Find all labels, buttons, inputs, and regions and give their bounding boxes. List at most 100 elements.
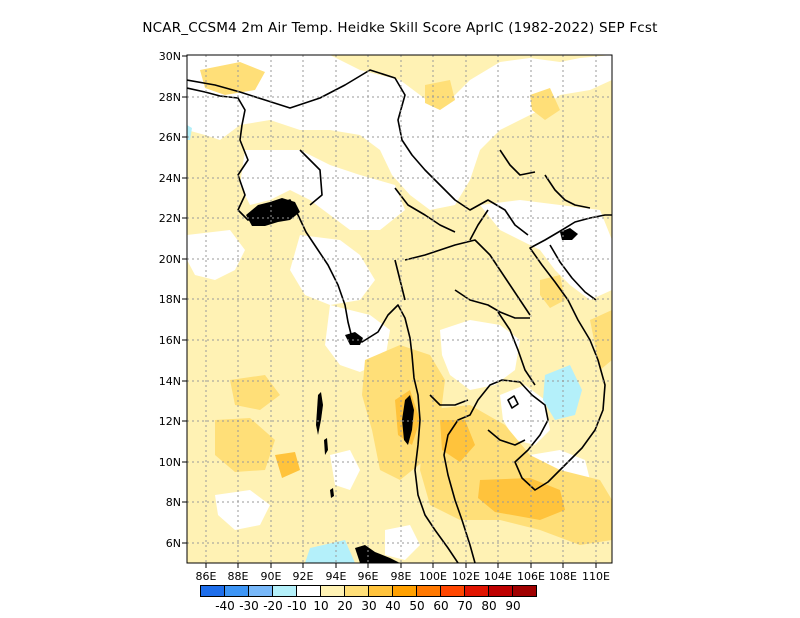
shade-neg10-south (305, 540, 355, 563)
colorbar-label: -20 (263, 599, 283, 613)
shade-30-40-sw (275, 452, 300, 478)
border-interior-9 (429, 394, 469, 406)
lon-label: 104E (484, 570, 512, 583)
lat-label: 14N (159, 375, 181, 388)
delta-regions (246, 198, 578, 563)
lon-label: 102E (452, 570, 480, 583)
lat-label: 24N (159, 172, 181, 185)
border-interior-1 (299, 149, 323, 206)
border-interior-12 (499, 149, 536, 176)
andaman-island-1 (316, 392, 323, 435)
coast-west (187, 87, 459, 563)
border-interior-11 (544, 174, 591, 209)
lon-label: 110E (582, 570, 610, 583)
colorbar-label: 40 (385, 599, 401, 613)
lon-label: 88E (228, 570, 249, 583)
colorbar-swatch (464, 585, 489, 597)
lon-label: 96E (358, 570, 379, 583)
colorbar (200, 585, 537, 597)
colorbar-swatch (392, 585, 417, 597)
colorbar-label: 80 (481, 599, 497, 613)
colorbar-label: 50 (409, 599, 425, 613)
border-interior-7 (549, 244, 597, 301)
colorbar-swatch (272, 585, 297, 597)
colorbar-swatch (320, 585, 345, 597)
shade-white-burma (290, 235, 375, 305)
lake-tonle (507, 395, 519, 409)
graticule (187, 55, 612, 563)
sumatra-tip (355, 545, 400, 563)
shade-20-30-west (230, 375, 280, 410)
nicobar-island (330, 488, 334, 498)
border-interior-3 (404, 239, 531, 316)
lat-label: 16N (159, 334, 181, 347)
shade-neg10-west (187, 125, 192, 140)
ganges-delta (246, 198, 300, 226)
colorbar-label: 10 (313, 599, 329, 613)
coast-gulf (443, 214, 612, 563)
lat-label: 20N (159, 253, 181, 266)
shade-white-bangladesh (240, 150, 405, 230)
border-interior-10 (487, 429, 526, 446)
lat-label: 10N (159, 456, 181, 469)
lat-label: 28N (159, 91, 181, 104)
irrawaddy-delta (345, 332, 363, 345)
lat-label: 26N (159, 131, 181, 144)
lat-label: 30N (159, 50, 181, 63)
mergui-archipelago (402, 395, 414, 445)
border-interior-5 (497, 311, 536, 386)
shade-20-30-ne (540, 275, 565, 308)
border-north (187, 69, 529, 236)
shade-neg10-cambodia (543, 365, 582, 420)
border-interior-6 (394, 259, 406, 301)
shade-white-andaman (330, 450, 360, 490)
lon-label: 98E (391, 570, 412, 583)
colorbar-label: 70 (457, 599, 473, 613)
lat-label: 12N (159, 415, 181, 428)
lat-label: 6N (166, 537, 181, 550)
colorbar-swatch (200, 585, 225, 597)
colorbar-label: 90 (505, 599, 521, 613)
lat-label: 8N (166, 496, 181, 509)
red-river-delta (560, 228, 578, 240)
coastline (187, 69, 612, 563)
lon-label: 86E (196, 570, 217, 583)
map-title: NCAR_CCSM4 2m Air Temp. Heidke Skill Sco… (142, 20, 658, 36)
colorbar-swatch (440, 585, 465, 597)
colorbar-swatch (224, 585, 249, 597)
shade-20-30-sw (215, 418, 275, 472)
shade-20-30-north-b (425, 80, 455, 110)
lat-labels: 30N 28N 26N 24N 22N 20N 18N 16N 14N 12N … (159, 50, 181, 550)
colorbar-swatch (296, 585, 321, 597)
lon-label: 106E (517, 570, 545, 583)
border-interior-4 (454, 289, 530, 319)
colorbar-swatch (488, 585, 513, 597)
colorbar-label: -30 (239, 599, 259, 613)
shade-30-40-se (478, 478, 565, 520)
lon-labels: 86E 88E 90E 92E 94E 96E 98E 100E 102E 10… (196, 570, 610, 583)
colorbar-label: 60 (433, 599, 449, 613)
lon-label: 108E (549, 570, 577, 583)
lat-label: 22N (159, 212, 181, 225)
colorbar-swatch (512, 585, 537, 597)
colorbar-swatch (416, 585, 441, 597)
lon-label: 90E (261, 570, 282, 583)
lon-label: 92E (293, 570, 314, 583)
border-interior-8 (469, 209, 489, 241)
border-interior-2 (394, 187, 456, 233)
colorbar-label: 20 (337, 599, 353, 613)
shade-white-himalaya (187, 55, 612, 210)
shade-white-thai-central (440, 320, 520, 390)
colorbar-swatch (344, 585, 369, 597)
lon-label: 100E (419, 570, 447, 583)
shade-20-30-north (200, 62, 265, 95)
shade-white-bob (187, 230, 245, 280)
colorbar-swatch (248, 585, 273, 597)
shade-20-30-north-c (530, 88, 560, 120)
andaman-island-2 (324, 438, 328, 455)
colorbar-swatch (368, 585, 393, 597)
colorbar-labels: -40 -30 -20 -10 10 20 30 40 50 60 70 80 … (0, 599, 800, 615)
plot-frame (186, 54, 613, 564)
colorbar-label: -40 (215, 599, 235, 613)
